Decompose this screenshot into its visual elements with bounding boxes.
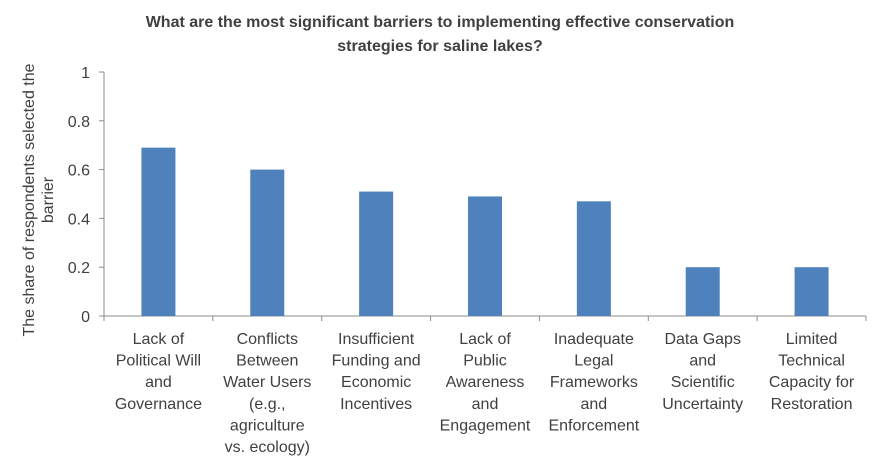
chart-title: What are the most significant barriers t… bbox=[146, 14, 735, 55]
x-category-label-line: (e.g., bbox=[249, 396, 285, 413]
x-category-label-line: and bbox=[581, 396, 608, 413]
bar bbox=[468, 196, 502, 316]
x-category-label-line: Conflicts bbox=[237, 331, 298, 348]
x-category-label-line: Public bbox=[463, 353, 507, 370]
x-category-label-line: Technical bbox=[778, 353, 845, 370]
x-category-label-line: Inadequate bbox=[554, 331, 634, 348]
x-category-label-line: Lack of bbox=[133, 331, 185, 348]
x-category-label-line: Limited bbox=[786, 331, 838, 348]
x-category-label-line: Between bbox=[236, 353, 298, 370]
y-axis-ticks: 0 0.2 0.4 0.6 0.8 1 bbox=[68, 65, 104, 326]
x-category-label: Limited Technical Capacity for Restoration bbox=[769, 331, 855, 413]
bar bbox=[359, 191, 394, 316]
x-category-label: Conflicts Between Water Users (e.g., agricul… bbox=[223, 331, 311, 456]
y-tick-label: 0.6 bbox=[68, 163, 90, 180]
chart-title-line: What are the most significant barriers t… bbox=[146, 14, 735, 31]
x-category-label-line: Awareness bbox=[446, 374, 525, 391]
bars bbox=[141, 147, 829, 316]
y-tick-label: 0.8 bbox=[68, 114, 90, 131]
y-axis-label: The share of respondents selected the bar… bbox=[21, 63, 57, 336]
bar bbox=[685, 267, 720, 316]
y-tick-label: 0 bbox=[81, 309, 90, 326]
bar bbox=[794, 267, 829, 316]
x-category-label-line: Enforcement bbox=[548, 417, 639, 434]
x-category-label-line: Data Gaps bbox=[664, 331, 740, 348]
x-category-label-line: and bbox=[472, 396, 499, 413]
x-category-label: Data Gaps and Scientific Uncertainty bbox=[662, 331, 743, 413]
x-category-label: Lack of Political Will and Governance bbox=[115, 331, 202, 413]
x-category-label-line: Uncertainty bbox=[662, 396, 743, 413]
category-labels: Lack of Political Will and Governance Confli… bbox=[115, 331, 855, 456]
x-category-label-line: Funding and bbox=[332, 353, 421, 370]
x-category-label-line: Economic bbox=[341, 374, 411, 391]
x-category-label-line: Lack of bbox=[459, 331, 511, 348]
x-category-label-line: Incentives bbox=[340, 396, 412, 413]
x-category-label-line: Political Will bbox=[116, 353, 201, 370]
x-category-label-line: Water Users bbox=[223, 374, 311, 391]
y-tick-label: 1 bbox=[81, 65, 90, 82]
bar bbox=[250, 169, 285, 316]
chart-title-line: strategies for saline lakes? bbox=[337, 38, 542, 55]
x-category-label-line: Legal bbox=[574, 353, 613, 370]
x-category-label: Inadequate Legal Frameworks and Enforcement bbox=[548, 331, 639, 434]
x-category-label-line: Insufficient bbox=[338, 331, 415, 348]
x-category-label: Lack of Public Awareness and Engagement bbox=[440, 331, 531, 434]
x-category-label-line: and bbox=[145, 374, 172, 391]
y-tick-label: 0.2 bbox=[68, 260, 90, 277]
x-category-label-line: and bbox=[689, 353, 716, 370]
x-category-label-line: vs. ecology) bbox=[225, 439, 310, 456]
x-category-label-line: Capacity for bbox=[769, 374, 855, 391]
y-axis-label-line: barrier bbox=[40, 176, 57, 223]
bar bbox=[141, 147, 176, 316]
x-category-label-line: Frameworks bbox=[550, 374, 638, 391]
x-category-label-line: Scientific bbox=[671, 374, 735, 391]
x-category-label: Insufficient Funding and Economic Incentive… bbox=[332, 331, 421, 413]
bar bbox=[576, 201, 611, 316]
x-category-label-line: Governance bbox=[115, 396, 202, 413]
x-category-label-line: Restoration bbox=[771, 396, 853, 413]
y-axis-label-line: The share of respondents selected the bbox=[21, 63, 38, 336]
x-category-label-line: agriculture bbox=[230, 417, 305, 434]
y-tick-label: 0.4 bbox=[68, 211, 90, 228]
x-category-label-line: Engagement bbox=[440, 417, 531, 434]
